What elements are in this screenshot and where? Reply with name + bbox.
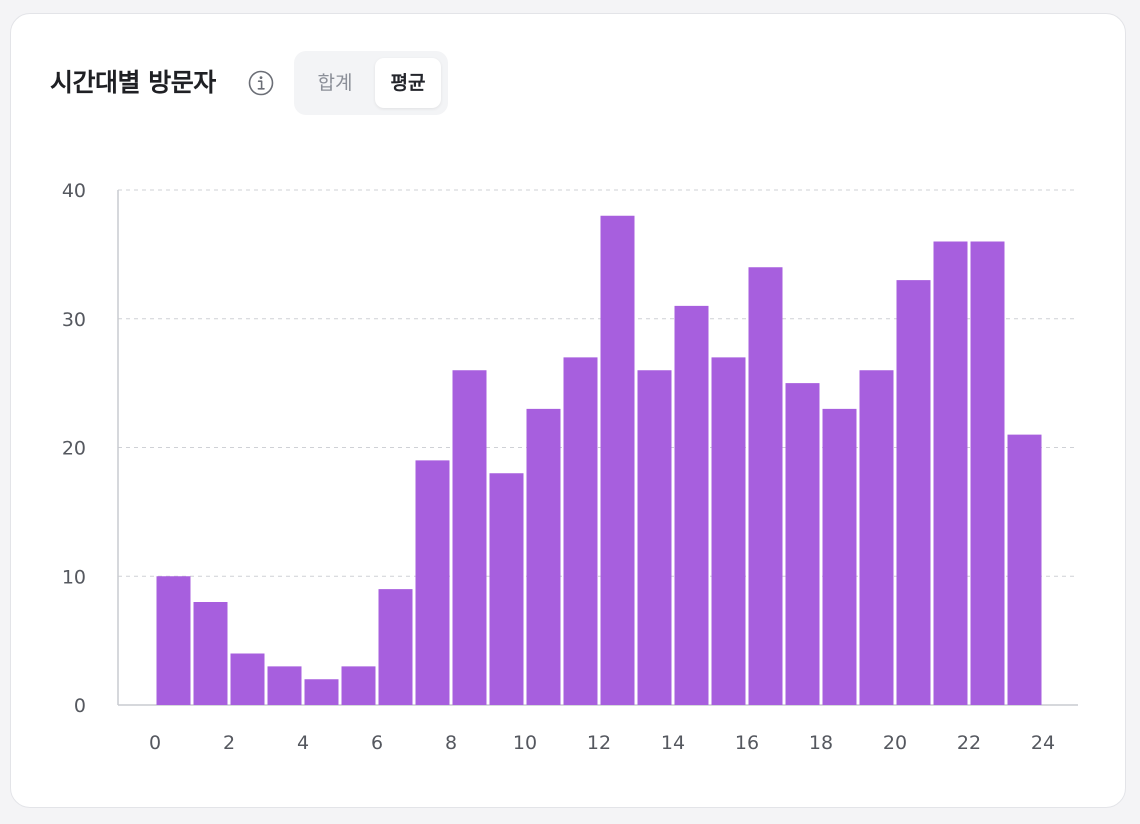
toggle-sum-button[interactable]: 합계 bbox=[317, 72, 353, 94]
bar-hour-13 bbox=[637, 370, 672, 705]
chart-title: 시간대별 방문자 bbox=[50, 68, 216, 97]
bar-hour-19 bbox=[859, 370, 894, 705]
bar-hour-10 bbox=[526, 408, 561, 705]
x-tick-label: 6 bbox=[371, 732, 383, 754]
bar-hour-12 bbox=[600, 215, 635, 705]
bar-hour-3 bbox=[267, 666, 302, 705]
x-tick-label: 8 bbox=[445, 732, 457, 754]
bar-hour-6 bbox=[378, 589, 413, 705]
bar-hour-15 bbox=[711, 357, 746, 705]
bar-hour-22 bbox=[970, 241, 1005, 705]
x-tick-label: 24 bbox=[1031, 732, 1055, 754]
y-tick-label: 10 bbox=[62, 566, 86, 588]
bar-hour-2 bbox=[230, 653, 265, 705]
aggregation-toggle: 합계 평균 bbox=[294, 51, 448, 115]
y-tick-label: 20 bbox=[62, 438, 86, 460]
x-tick-label: 4 bbox=[297, 732, 309, 754]
bar-hour-16 bbox=[748, 267, 783, 705]
x-tick-label: 18 bbox=[809, 732, 833, 754]
bar-hour-11 bbox=[563, 357, 598, 705]
y-tick-label: 40 bbox=[62, 180, 86, 202]
bar-hour-1 bbox=[193, 602, 228, 705]
x-tick-label: 2 bbox=[223, 732, 235, 754]
info-icon[interactable] bbox=[248, 70, 274, 96]
bar-hour-0 bbox=[156, 576, 191, 705]
x-tick-label: 12 bbox=[587, 732, 611, 754]
bar-hour-7 bbox=[415, 460, 450, 705]
y-tick-label: 0 bbox=[74, 695, 86, 717]
bar-hour-9 bbox=[489, 473, 524, 705]
toggle-average-button[interactable]: 평균 bbox=[375, 58, 441, 108]
bar-hour-8 bbox=[452, 370, 487, 705]
bar-hour-20 bbox=[896, 280, 931, 705]
bar-hour-4 bbox=[304, 679, 339, 705]
bar-hour-14 bbox=[674, 305, 709, 705]
bar-hour-17 bbox=[785, 383, 820, 705]
bar-hour-5 bbox=[341, 666, 376, 705]
x-tick-label: 22 bbox=[957, 732, 981, 754]
bar-hour-21 bbox=[933, 241, 968, 705]
x-tick-label: 16 bbox=[735, 732, 759, 754]
x-tick-label: 0 bbox=[149, 732, 161, 754]
bar-hour-18 bbox=[822, 408, 857, 705]
bar-hour-23 bbox=[1007, 434, 1042, 705]
x-tick-label: 20 bbox=[883, 732, 907, 754]
x-tick-label: 10 bbox=[513, 732, 537, 754]
y-tick-label: 30 bbox=[62, 309, 86, 331]
x-tick-label: 14 bbox=[661, 732, 685, 754]
